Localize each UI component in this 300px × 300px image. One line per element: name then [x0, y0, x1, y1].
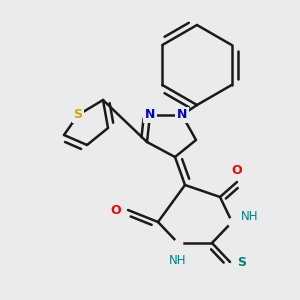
Text: NH: NH	[241, 211, 259, 224]
Text: N: N	[145, 109, 155, 122]
Text: S: S	[74, 109, 82, 122]
Text: O: O	[232, 164, 242, 176]
Text: O: O	[111, 203, 121, 217]
Text: N: N	[177, 109, 187, 122]
Text: S: S	[238, 256, 247, 268]
Text: NH: NH	[169, 254, 187, 268]
